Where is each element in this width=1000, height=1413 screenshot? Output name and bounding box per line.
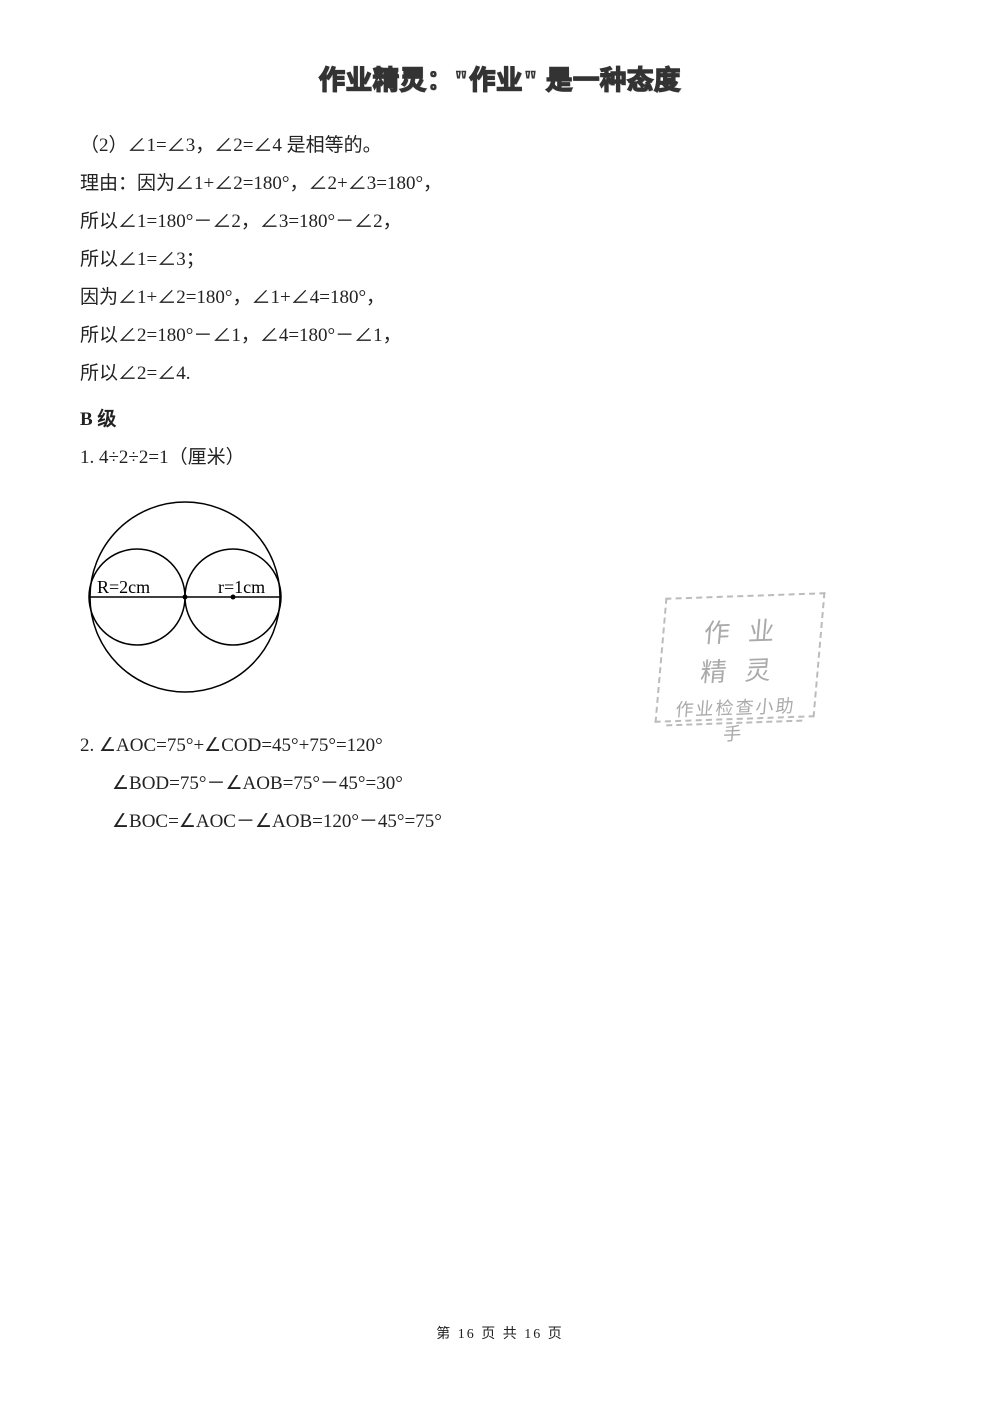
- proof-line-6: 所以∠2=180°－∠1，∠4=180°－∠1，: [80, 317, 920, 355]
- center-dot-left: [183, 595, 188, 600]
- watermark-stamp: 作 业 精 灵 作业检查小助手: [655, 592, 826, 723]
- watermark-text-2: 精 灵: [669, 649, 808, 691]
- label-small-radius: r=1cm: [218, 577, 265, 597]
- proof-line-3: 所以∠1=180°－∠2，∠3=180°－∠2，: [80, 203, 920, 241]
- section-b-heading: B 级: [80, 401, 920, 439]
- problem-b2-line3: ∠BOC=∠AOC－∠AOB=120°－45°=75°: [80, 803, 920, 841]
- proof-line-2: 理由：因为∠1+∠2=180°，∠2+∠3=180°，: [80, 165, 920, 203]
- proof-line-7: 所以∠2=∠4.: [80, 355, 920, 393]
- page-header-title: 作业精灵："作业" 是一种态度: [80, 60, 920, 97]
- label-big-radius: R=2cm: [97, 577, 150, 597]
- watermark-text-1: 作 业: [673, 610, 812, 652]
- proof-line-5: 因为∠1+∠2=180°，∠1+∠4=180°，: [80, 279, 920, 317]
- page-footer: 第 16 页 共 16 页: [0, 1323, 1000, 1343]
- diagram-svg: R=2cm r=1cm: [85, 497, 305, 702]
- proof-line-4: 所以∠1=∠3；: [80, 241, 920, 279]
- proof-line-1: （2）∠1=∠3，∠2=∠4 是相等的。: [80, 127, 920, 165]
- problem-b1: 1. 4÷2÷2=1（厘米）: [80, 439, 920, 477]
- problem-b2-line2: ∠BOD=75°－∠AOB=75°－45°=30°: [80, 765, 920, 803]
